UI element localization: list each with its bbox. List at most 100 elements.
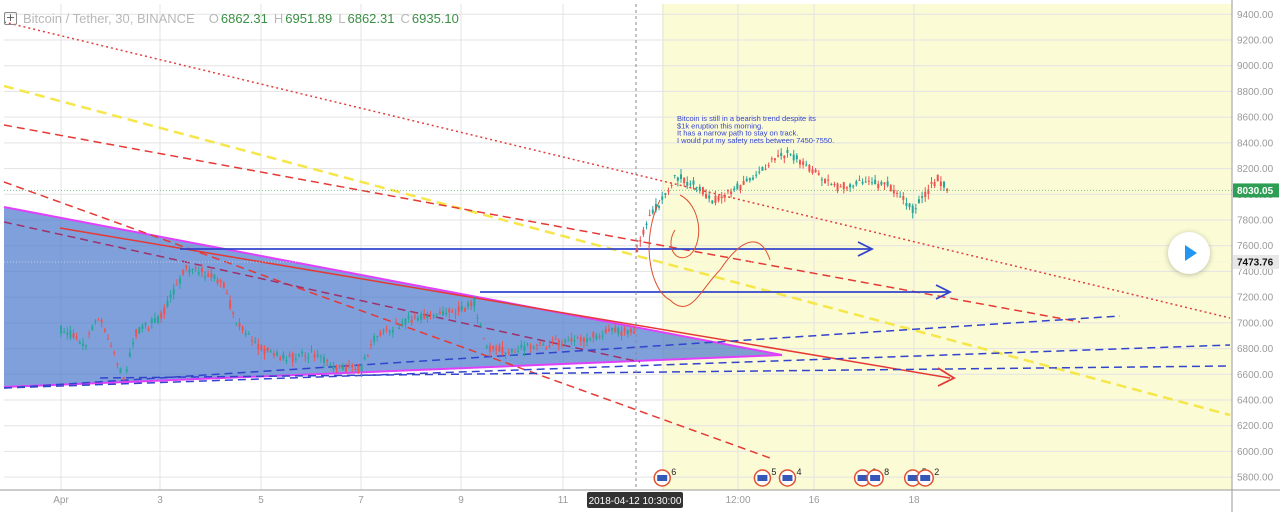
candle-body: [332, 365, 335, 370]
event-count: 4: [796, 467, 801, 477]
candle-body: [238, 323, 241, 328]
close-key: C: [400, 10, 410, 26]
candle-body: [698, 186, 701, 190]
candle-body: [110, 345, 113, 347]
symbol-title[interactable]: Bitcoin / Tether, 30, BINANCE: [23, 10, 195, 26]
candle-body: [852, 185, 855, 187]
candle-body: [329, 365, 332, 367]
candle-body: [532, 346, 535, 349]
drawing-doodle: [648, 199, 771, 307]
trendline-blue-1: [3, 315, 1121, 389]
candle-body: [78, 342, 81, 345]
candle-body: [307, 357, 310, 359]
candle-body: [817, 173, 820, 175]
y-tick-label: 9200.00: [1237, 36, 1274, 47]
price-badge: [1233, 254, 1279, 269]
y-tick-label: 8600.00: [1237, 113, 1274, 124]
candle-body: [420, 313, 423, 320]
x-tick-label: 3: [157, 495, 163, 506]
candle-body: [842, 182, 845, 190]
trendline-yellow: [3, 84, 1231, 417]
candle-body: [714, 195, 717, 204]
candle-body: [66, 332, 69, 335]
candle-body: [667, 190, 670, 192]
event-count: 8: [884, 467, 889, 477]
candle-body: [645, 223, 648, 226]
play-icon[interactable]: [1168, 232, 1210, 274]
candle-body: [673, 175, 676, 177]
candle-body: [896, 192, 899, 194]
candle-body: [476, 317, 479, 319]
candle-body: [545, 348, 548, 350]
event-count: 5: [771, 467, 776, 477]
candle-body: [792, 154, 795, 161]
candle-body: [542, 344, 545, 346]
candle-body: [764, 168, 767, 170]
annotation-line: $1k eruption this morning.: [677, 121, 763, 130]
candle-body: [814, 169, 817, 173]
candle-body: [382, 330, 385, 332]
candle-body: [178, 277, 181, 284]
candle-body: [805, 164, 808, 166]
candle-body: [658, 205, 661, 208]
candle-body: [254, 341, 257, 343]
candle-body: [269, 351, 272, 353]
candle-body: [482, 338, 485, 340]
candle-body: [285, 360, 288, 362]
x-tick-label: 9: [458, 495, 464, 506]
candle-body: [676, 177, 679, 181]
candle-body: [598, 336, 601, 338]
candle-body: [263, 348, 266, 355]
candle-body: [492, 345, 495, 349]
candle-body: [720, 196, 723, 199]
candle-body: [617, 327, 620, 334]
candle-body: [924, 191, 927, 198]
candle-body: [595, 335, 598, 339]
candle-body: [182, 270, 185, 275]
candle-body: [777, 155, 780, 157]
candle-body: [927, 189, 930, 194]
candle-body: [808, 164, 811, 172]
arrow-head-lower: [935, 284, 953, 300]
candle-body: [789, 154, 792, 156]
candle-body: [514, 351, 517, 353]
candle-body: [445, 312, 448, 315]
candle-body: [200, 267, 203, 273]
candle-body: [363, 357, 366, 360]
candle-body: [435, 313, 438, 315]
flag-icon: [782, 475, 793, 481]
candle-body: [748, 178, 751, 181]
candle-body: [222, 282, 225, 288]
candle-body: [216, 279, 219, 284]
candle-body: [388, 331, 391, 333]
x-tick-label: Apr: [53, 495, 69, 506]
candle-body: [933, 182, 936, 187]
candle-body: [783, 155, 786, 159]
candle-body: [867, 180, 870, 182]
candle-body: [144, 322, 147, 325]
candle-body: [755, 174, 758, 176]
candle-body: [404, 318, 407, 325]
candle-body: [163, 307, 166, 315]
candle-body: [153, 318, 156, 323]
candle-body: [288, 354, 291, 357]
trendline-blue-3: [99, 365, 1231, 379]
candle-body: [611, 328, 614, 331]
candle-body: [354, 368, 357, 370]
candle-body: [883, 182, 886, 185]
candle-body: [824, 179, 827, 184]
y-tick-label: 8200.00: [1237, 164, 1274, 175]
candle-body: [520, 344, 523, 348]
candle-body: [344, 366, 347, 372]
candle-body: [125, 368, 128, 372]
candle-body: [629, 328, 632, 333]
chart-header: + Bitcoin / Tether, 30, BINANCE O 6862.3…: [4, 9, 459, 27]
candle-body: [864, 181, 867, 183]
candle-body: [191, 268, 194, 271]
trendline-red-dotted: [3, 21, 1231, 319]
add-indicator-icon[interactable]: +: [4, 10, 17, 25]
candle-body: [448, 308, 451, 313]
candle-body: [157, 316, 160, 324]
